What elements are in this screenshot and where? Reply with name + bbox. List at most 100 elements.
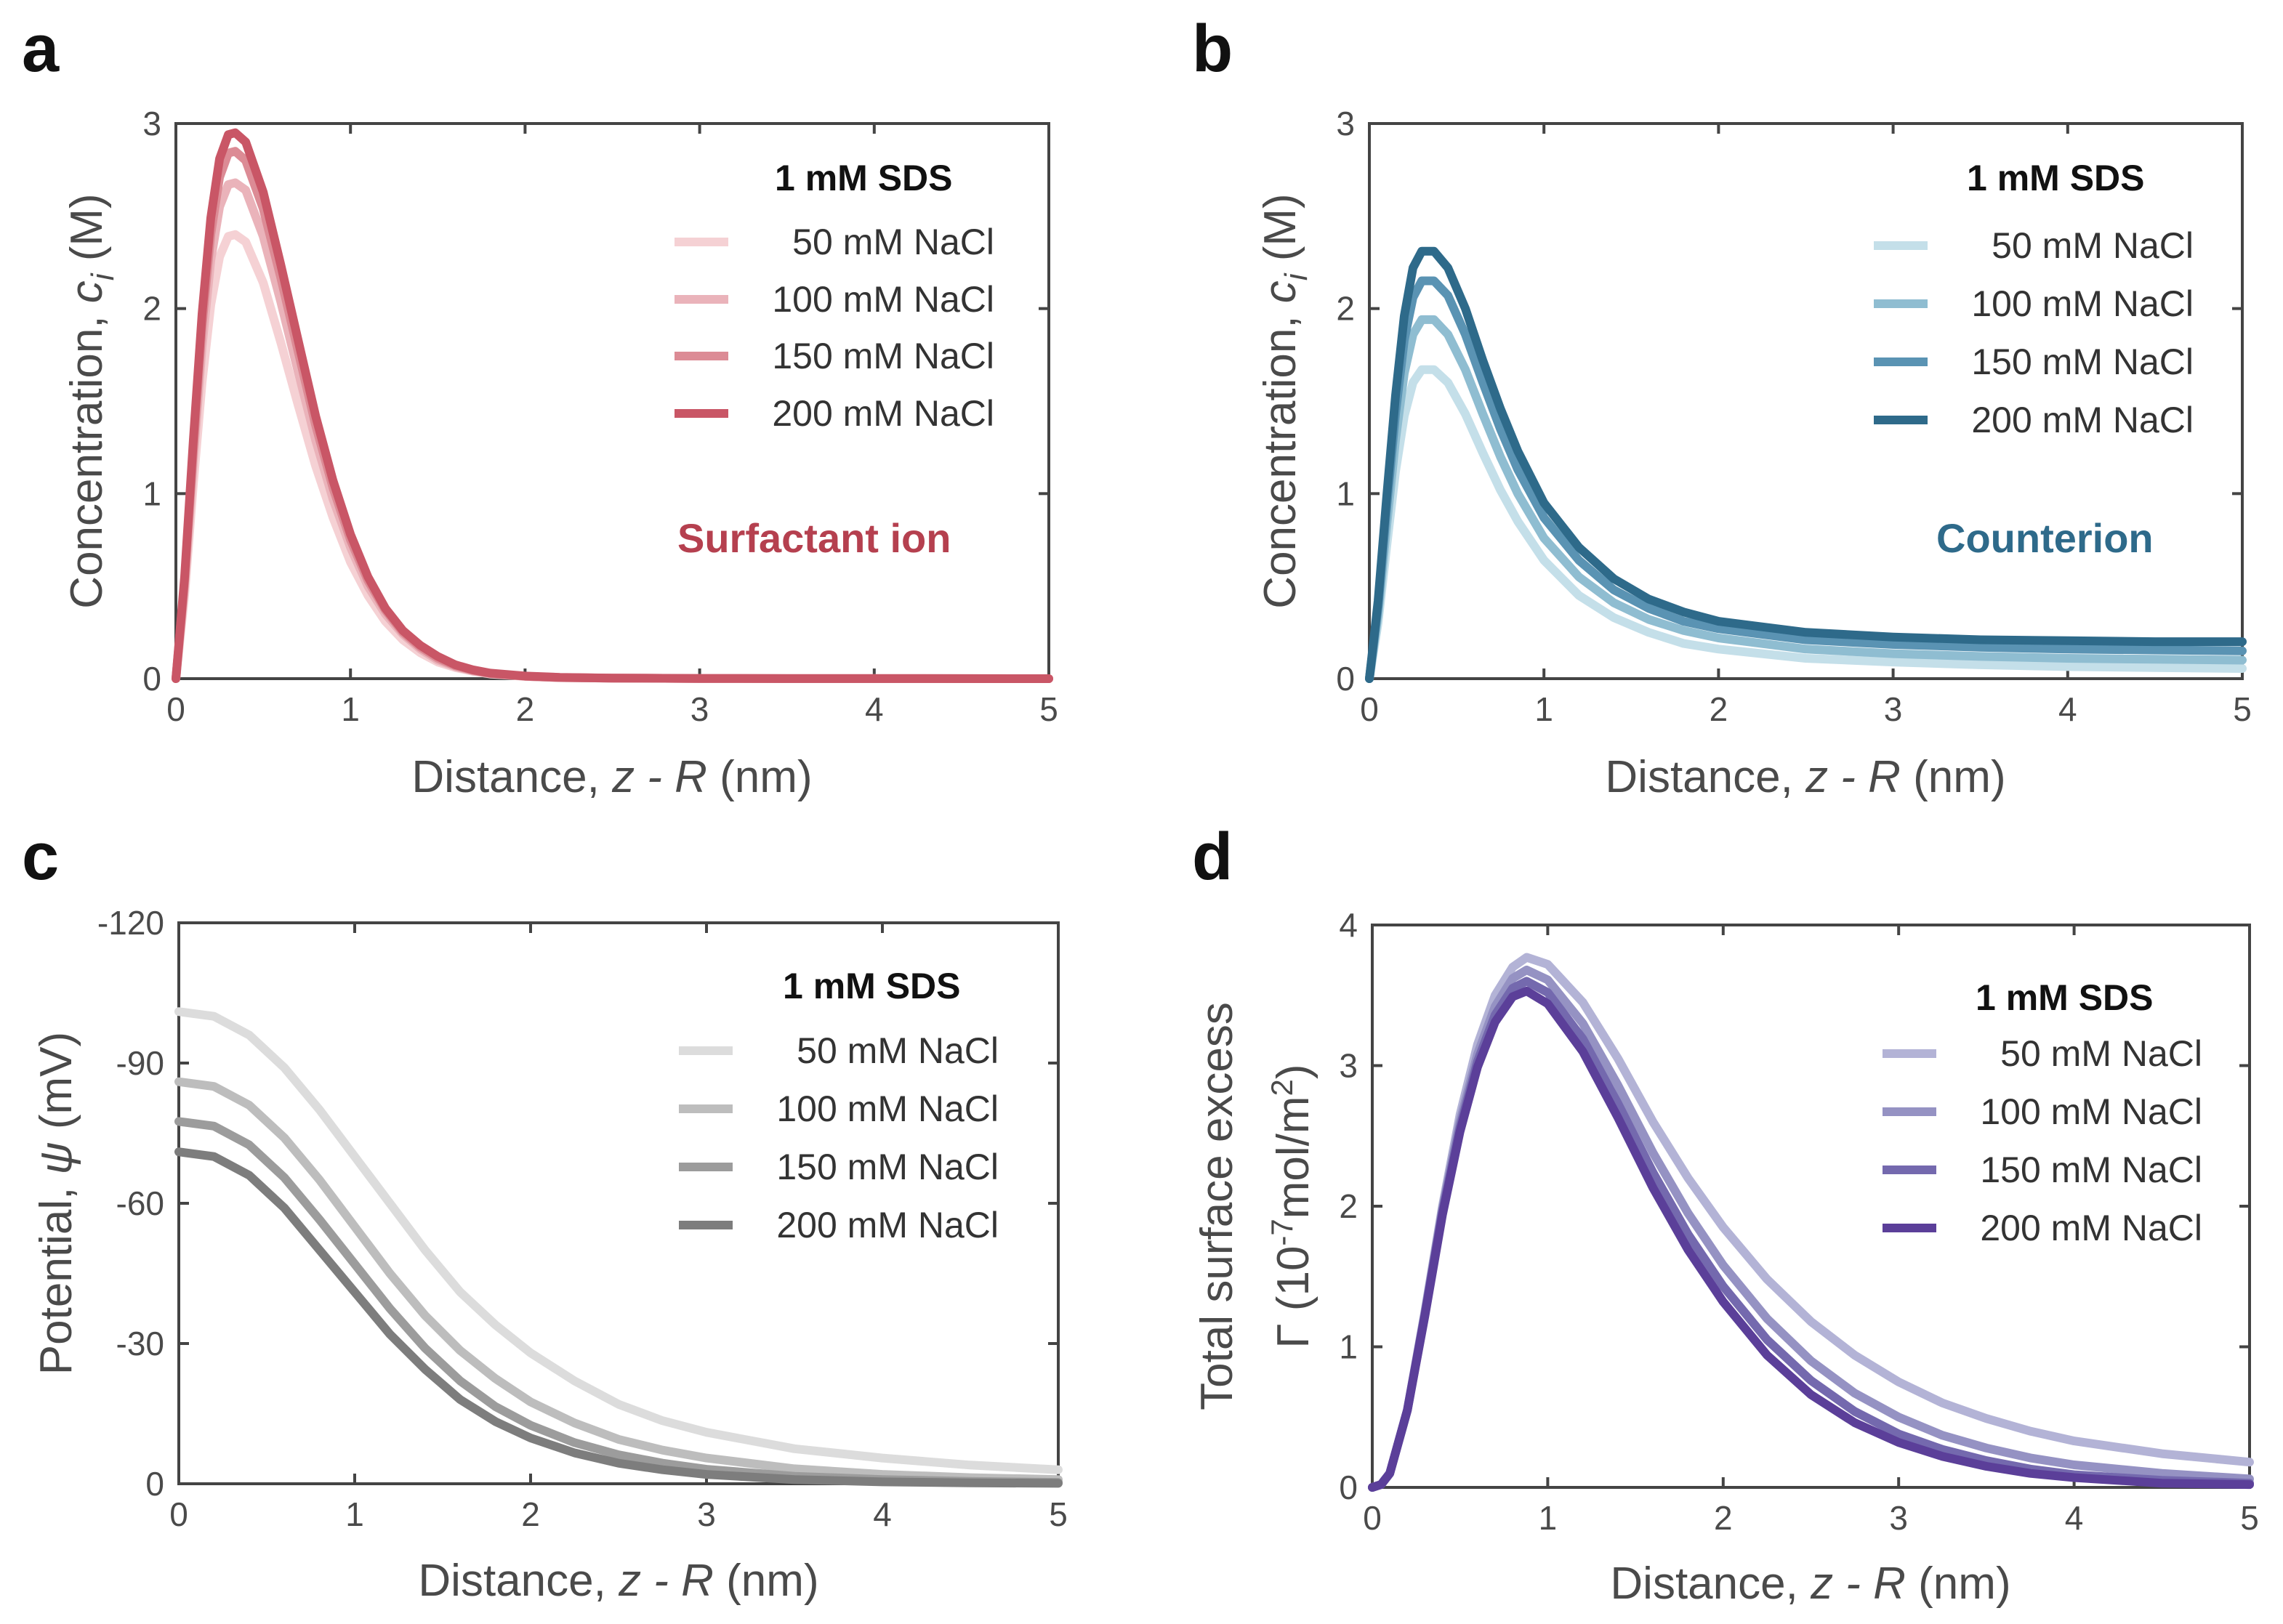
- x-tick-label-a: 4: [865, 690, 884, 728]
- panel-b: b 0 1 2 3 4 5 0 1 2 3 Distance, z - R (nm) Concen…: [1192, 12, 2252, 802]
- y-tick-label-d: 1: [1339, 1328, 1358, 1366]
- x-tick-label-d: 4: [2065, 1499, 2084, 1537]
- legend-title-c: 1 mM SDS: [783, 966, 961, 1006]
- legend-title-b: 1 mM SDS: [1967, 158, 2145, 198]
- series-lines-c: [174, 1007, 1063, 1488]
- series-lines-d: [1368, 953, 2254, 1492]
- x-axis-title-c: Distance, z - R (nm): [418, 1556, 818, 1606]
- panel-c: c 0 1 2 3 4 5 0 -30 -60 -90 -120 Distance, z - R (…: [22, 820, 1068, 1606]
- x-tick-label-d: 1: [1539, 1499, 1558, 1537]
- y-tick-label-b: 1: [1336, 474, 1355, 512]
- legend-label-d-150: 150 mM NaCl: [1980, 1150, 2202, 1190]
- x-tick-label-a: 0: [166, 690, 185, 728]
- x-tick-label-a: 2: [516, 690, 535, 728]
- legend-label-a-200: 200 mM NaCl: [772, 393, 994, 434]
- y-tick-label-d: 4: [1339, 906, 1358, 944]
- x-tick-label-d: 0: [1363, 1499, 1382, 1537]
- x-tick-label-b: 5: [2233, 690, 2252, 728]
- y-tick-label-c: 0: [145, 1465, 164, 1503]
- legend-b: 1 mM SDS 50 mM NaCl 100 mM NaCl 150 mM N…: [1874, 158, 2194, 440]
- legend-label-c-100: 100 mM NaCl: [776, 1088, 999, 1129]
- x-tick-label-b: 1: [1534, 690, 1553, 728]
- x-tick-label-c: 2: [521, 1495, 540, 1533]
- annotation-surfactant-ion: Surfactant ion: [677, 515, 951, 561]
- legend-label-c-150: 150 mM NaCl: [776, 1147, 999, 1187]
- series-line-c-4: [174, 1147, 1063, 1488]
- legend-label-d-200: 200 mM NaCl: [1980, 1208, 2202, 1248]
- series-lines-a: [172, 128, 1053, 683]
- ticks-b: 0 1 2 3 4 5 0 1 2 3: [1336, 105, 2251, 728]
- series-line-c-1: [174, 1007, 1063, 1474]
- x-tick-label-d: 2: [1714, 1499, 1733, 1537]
- x-tick-label-b: 3: [1884, 690, 1903, 728]
- y-tick-label-c: -90: [116, 1044, 164, 1082]
- legend-label-d-100: 100 mM NaCl: [1980, 1091, 2202, 1132]
- legend-title-a: 1 mM SDS: [775, 158, 953, 198]
- series-line-a-4: [172, 128, 1053, 683]
- y-tick-label-c: -30: [116, 1325, 164, 1362]
- x-tick-label-b: 0: [1360, 690, 1379, 728]
- x-tick-label-a: 3: [690, 690, 709, 728]
- y-tick-label-b: 2: [1336, 290, 1355, 328]
- y-tick-label-d: 2: [1339, 1187, 1358, 1225]
- y-tick-label-b: 3: [1336, 105, 1355, 142]
- ticks-d: 0 1 2 3 4 5 0 1 2 3 4: [1339, 906, 2258, 1537]
- x-tick-label-c: 1: [345, 1495, 364, 1533]
- x-tick-label-a: 5: [1039, 690, 1058, 728]
- x-tick-label-a: 1: [341, 690, 360, 728]
- ticks-c: 0 1 2 3 4 5 0 -30 -60 -90 -120: [97, 904, 1068, 1533]
- series-line-b-4: [1365, 246, 2247, 683]
- x-tick-label-c: 0: [169, 1495, 188, 1533]
- y-tick-label-b: 0: [1336, 660, 1355, 698]
- x-axis-title-d: Distance, z - R (nm): [1610, 1559, 2010, 1609]
- series-line-d-4: [1368, 986, 2254, 1492]
- y-tick-label-d: 0: [1339, 1469, 1358, 1506]
- x-tick-label-c: 4: [873, 1495, 892, 1533]
- legend-title-d: 1 mM SDS: [1976, 977, 2154, 1018]
- legend-label-a-100: 100 mM NaCl: [772, 279, 994, 320]
- y-tick-label-a: 2: [142, 290, 161, 328]
- panel-letter-a: a: [22, 12, 60, 86]
- y-tick-label-d: 3: [1339, 1047, 1358, 1085]
- legend-label-b-200: 200 mM NaCl: [1971, 400, 2194, 440]
- y-tick-label-a: 0: [142, 660, 161, 698]
- y-tick-label-c: -60: [116, 1184, 164, 1222]
- x-tick-label-d: 3: [1889, 1499, 1908, 1537]
- x-axis-title-b: Distance, z - R (nm): [1605, 752, 2005, 802]
- x-tick-label-b: 4: [2058, 690, 2077, 728]
- series-line-c-2: [174, 1077, 1063, 1484]
- panel-letter-b: b: [1192, 12, 1233, 86]
- legend-label-b-50: 50 mM NaCl: [1981, 225, 2194, 266]
- legend-label-d-50: 50 mM NaCl: [1990, 1033, 2202, 1074]
- x-tick-label-d: 5: [2240, 1499, 2259, 1537]
- legend-label-a-150: 150 mM NaCl: [772, 336, 994, 376]
- y-axis-title-b: Concentration, ci (M): [1255, 193, 1314, 608]
- panel-a: a 0 1 2 3 4 5 0 1 2 3 Distance, z - R (nm) Concen…: [22, 12, 1058, 802]
- y-axis-title-d-line1: Total surface excess: [1192, 1002, 1242, 1410]
- legend-d: 1 mM SDS 50 mM NaCl 100 mM NaCl 150 mM N…: [1883, 977, 2202, 1248]
- legend-label-b-100: 100 mM NaCl: [1971, 283, 2194, 324]
- legend-label-a-50: 50 mM NaCl: [782, 222, 994, 262]
- y-tick-label-a: 1: [142, 474, 161, 512]
- x-tick-label-b: 2: [1710, 690, 1728, 728]
- ticks-a: 0 1 2 3 4 5 0 1 2 3: [142, 105, 1058, 728]
- legend-label-c-200: 200 mM NaCl: [776, 1205, 999, 1245]
- series-lines-b: [1365, 246, 2247, 683]
- legend-label-b-150: 150 mM NaCl: [1971, 342, 2194, 382]
- x-tick-label-c: 3: [697, 1495, 716, 1533]
- plot-frame-b: [1368, 122, 2244, 680]
- panel-d: d 0 1 2 3 4 5 0 1 2 3 4 Distance, z - R (nm) Total…: [1192, 820, 2259, 1609]
- x-axis-title-a: Distance, z - R (nm): [411, 752, 812, 802]
- panel-letter-c: c: [22, 820, 59, 894]
- y-axis-title-c: Potential, ψ (mV): [31, 1032, 81, 1375]
- legend-c: 1 mM SDS 50 mM NaCl 100 mM NaCl 150 mM N…: [679, 966, 999, 1245]
- legend-a: 1 mM SDS 50 mM NaCl 100 mM NaCl 150 mM N…: [675, 158, 994, 434]
- panel-letter-d: d: [1192, 820, 1233, 894]
- y-axis-title-a: Concentration, ci (M): [62, 193, 121, 608]
- x-tick-label-c: 5: [1049, 1495, 1068, 1533]
- series-line-b-1: [1365, 365, 2247, 683]
- legend-label-c-50: 50 mM NaCl: [786, 1030, 999, 1071]
- y-axis-title-d-line2: Γ (10-7mol/m2): [1265, 1064, 1318, 1348]
- y-tick-label-c: -120: [97, 904, 164, 942]
